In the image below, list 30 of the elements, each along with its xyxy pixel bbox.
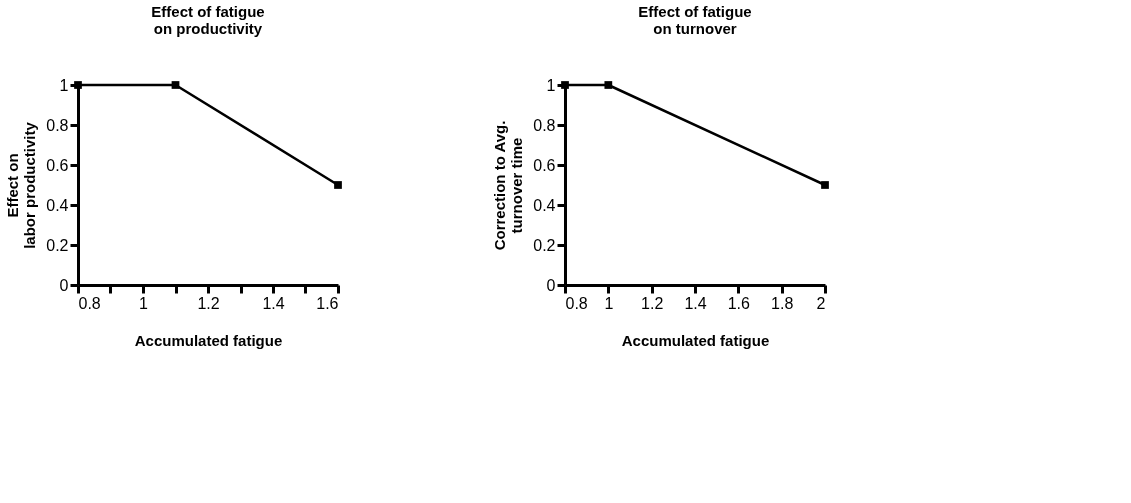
x-axis-title: Accumulated fatigue [134, 331, 283, 349]
x-tick-label: 1.8 [771, 294, 794, 312]
y-axis-title: Correction to Avg. turnover time [491, 120, 526, 251]
y-axis-title: Effect on labor productivity [4, 121, 39, 249]
y-tick-label: 0.4 [533, 196, 556, 214]
chart-title: Effect of fatigue on turnover [638, 3, 752, 37]
y-tick-label: 0.2 [533, 236, 556, 254]
x-tick-label: 1.6 [316, 294, 339, 312]
x-tick-label: 0.8 [565, 294, 588, 312]
y-tick-label: 0.6 [533, 156, 556, 174]
y-tick-label: 0.4 [46, 196, 69, 214]
x-tick-label: 1.4 [262, 294, 285, 312]
x-tick-label: 1 [139, 294, 149, 312]
y-tick-label: 0.8 [533, 116, 556, 134]
x-tick-label: 2 [816, 294, 826, 312]
x-tick-label: 1.2 [641, 294, 664, 312]
chart-title: Effect of fatigue on productivity [151, 3, 265, 37]
x-tick-label: 0.8 [78, 294, 101, 312]
y-tick-label: 1 [546, 76, 556, 94]
y-tick-label: 0 [59, 276, 69, 294]
y-tick-label: 1 [59, 76, 69, 94]
y-tick-label: 0.6 [46, 156, 69, 174]
x-tick-label: 1.4 [684, 294, 707, 312]
y-tick-label: 0.8 [46, 116, 69, 134]
x-tick-label: 1.2 [197, 294, 220, 312]
x-tick-label: 1 [604, 294, 614, 312]
x-axis-title: Accumulated fatigue [621, 331, 770, 349]
y-tick-label: 0 [546, 276, 556, 294]
x-tick-label: 1.6 [727, 294, 751, 312]
y-tick-label: 0.2 [46, 236, 69, 254]
